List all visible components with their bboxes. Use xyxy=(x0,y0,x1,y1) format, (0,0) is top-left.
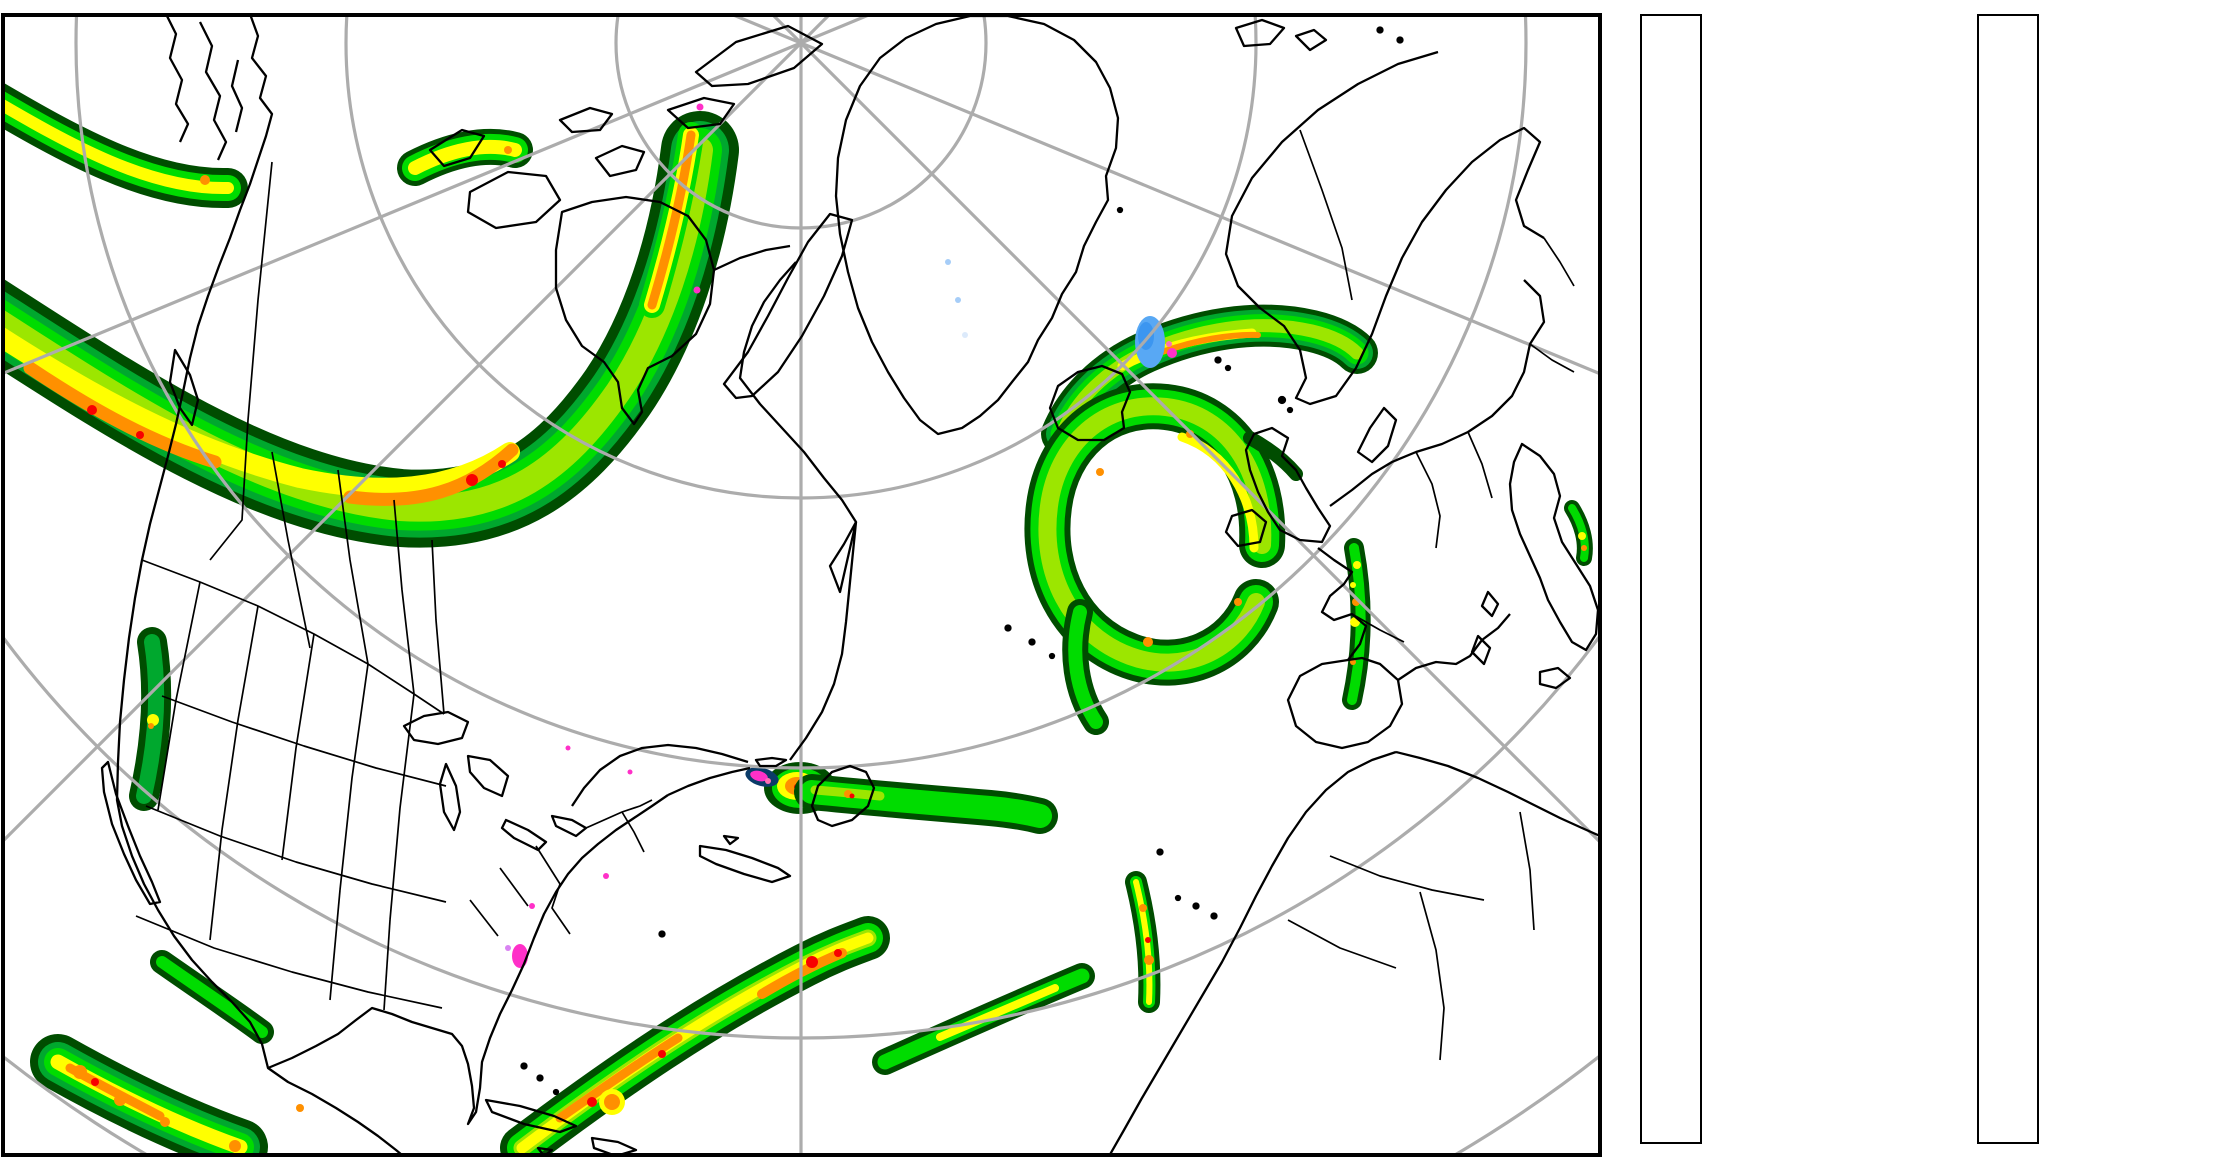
liquid-colorbar-bar xyxy=(1977,14,2039,1144)
solid-colorbar-bar xyxy=(1640,14,1702,1144)
precipitation-hotspots xyxy=(73,103,1587,1152)
precip-map xyxy=(1,13,1602,1157)
coastlines xyxy=(100,16,1600,1155)
graticule xyxy=(4,16,1600,1155)
political-borders xyxy=(135,129,1575,1061)
map-frame xyxy=(1,13,1602,1157)
liquid-precip-colorbar xyxy=(1977,0,2237,1167)
solid-precip-colorbar xyxy=(1640,0,1940,1167)
precipitation-layer xyxy=(4,82,1593,1155)
